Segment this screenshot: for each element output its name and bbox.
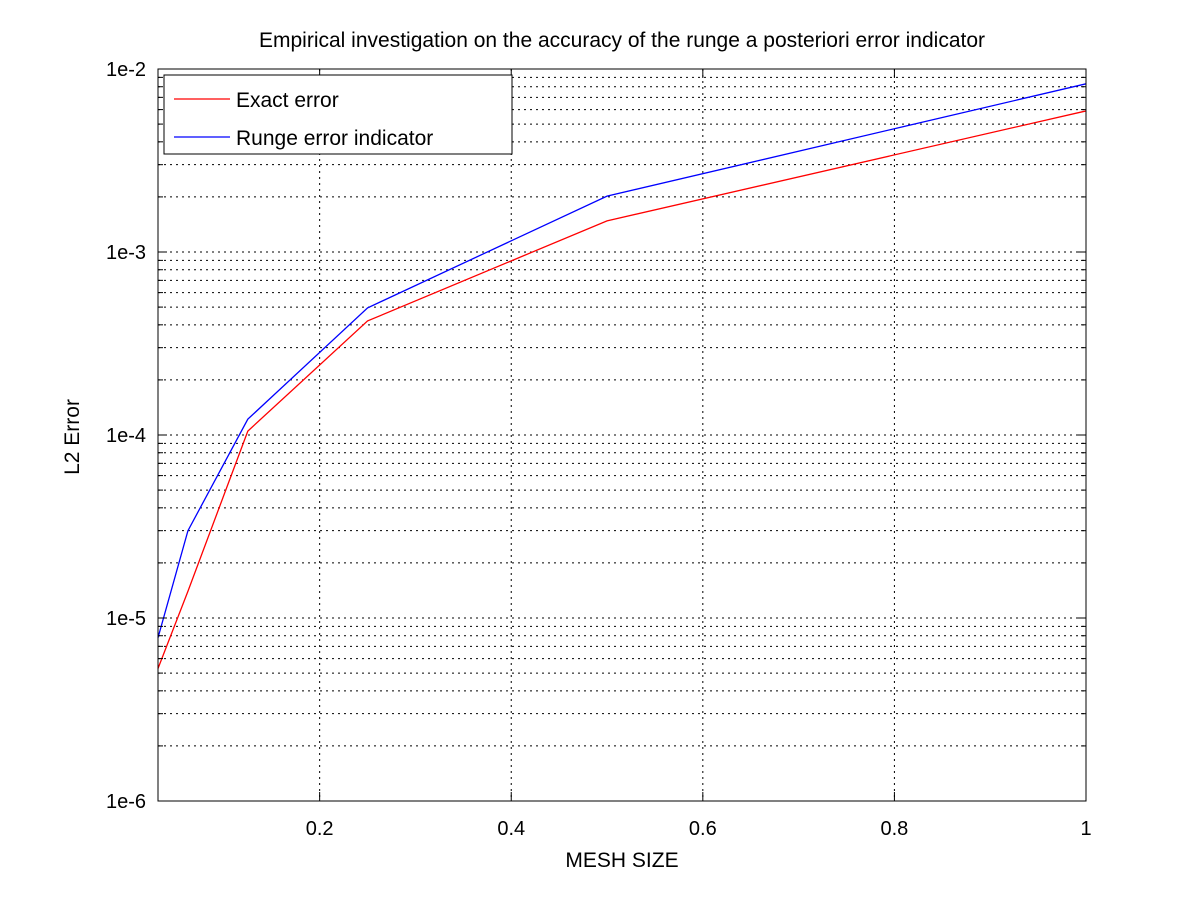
x-tick-label: 0.4: [497, 818, 525, 840]
legend-label: Runge error indicator: [236, 127, 433, 150]
series-line-1: [157, 110, 1087, 669]
y-tick-label: 1e-5: [106, 608, 146, 630]
y-tick-label: 1e-2: [106, 59, 146, 81]
y-tick-label: 1e-6: [106, 791, 146, 813]
legend-label: Exact error: [236, 89, 339, 112]
legend-box: [163, 74, 513, 155]
x-axis-title: MESH SIZE: [565, 849, 678, 872]
x-tick-label: 0.6: [689, 818, 717, 840]
legend: Exact error Runge error indicator: [163, 74, 513, 155]
x-tick-label: 0.2: [306, 818, 334, 840]
grid-layer: [158, 69, 1087, 802]
y-tick-label: 1e-4: [106, 425, 146, 447]
y-tick-label: 1e-3: [106, 242, 146, 264]
chart-title: Empirical investigation on the accuracy …: [259, 29, 985, 52]
y-axis-title: L2 Error: [61, 399, 84, 475]
series-line-2: [157, 83, 1087, 638]
x-tick-label: 0.8: [881, 818, 909, 840]
x-tick-label: 1: [1080, 818, 1091, 840]
